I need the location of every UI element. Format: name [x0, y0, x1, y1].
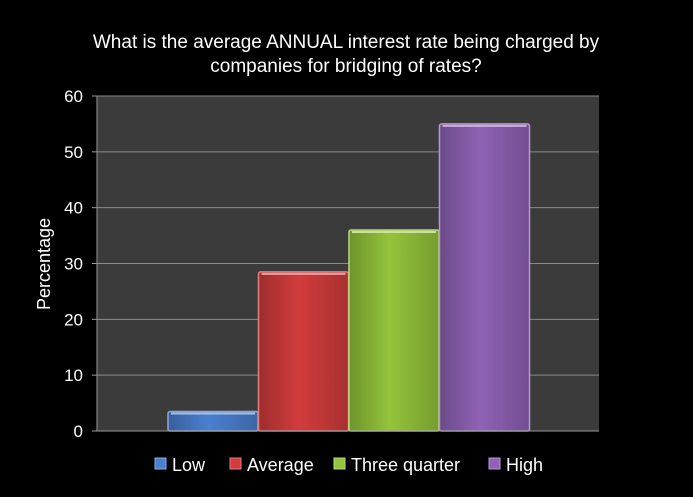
legend: Low Average Three quarter High	[154, 455, 543, 475]
legend-label: High	[506, 455, 543, 475]
chart-title-line-2: companies for bridging of rates?	[210, 56, 481, 77]
legend-label: Low	[172, 455, 206, 475]
legend-swatch	[229, 457, 242, 470]
legend-swatch	[154, 457, 167, 470]
legend-item-low: Low	[154, 455, 206, 475]
y-tick-label: 0	[74, 422, 83, 441]
y-tick-label: 30	[64, 255, 83, 274]
y-tick-label: 60	[64, 87, 83, 106]
legend-item-high: High	[488, 455, 543, 475]
legend-item-three-quarter: Three quarter	[333, 455, 460, 475]
chart-title: What is the average ANNUAL interest rate…	[93, 32, 600, 77]
bar-average	[257, 271, 350, 432]
legend-label: Three quarter	[351, 455, 460, 475]
y-tick-label: 50	[64, 143, 83, 162]
legend-label: Average	[247, 455, 314, 475]
bar-three-quarter	[348, 229, 440, 432]
y-axis-label: Percentage	[34, 218, 54, 310]
chart-title-line-1: What is the average ANNUAL interest rate…	[93, 32, 600, 53]
legend-swatch	[333, 457, 346, 470]
y-tick-label: 20	[64, 310, 83, 329]
legend-item-average: Average	[229, 455, 314, 475]
legend-swatch	[488, 457, 501, 470]
y-axis-ticks: 0 10 20 30 40 50 60	[64, 87, 97, 441]
y-tick-label: 10	[64, 366, 83, 385]
y-tick-label: 40	[64, 199, 83, 218]
bar-high	[438, 123, 531, 432]
